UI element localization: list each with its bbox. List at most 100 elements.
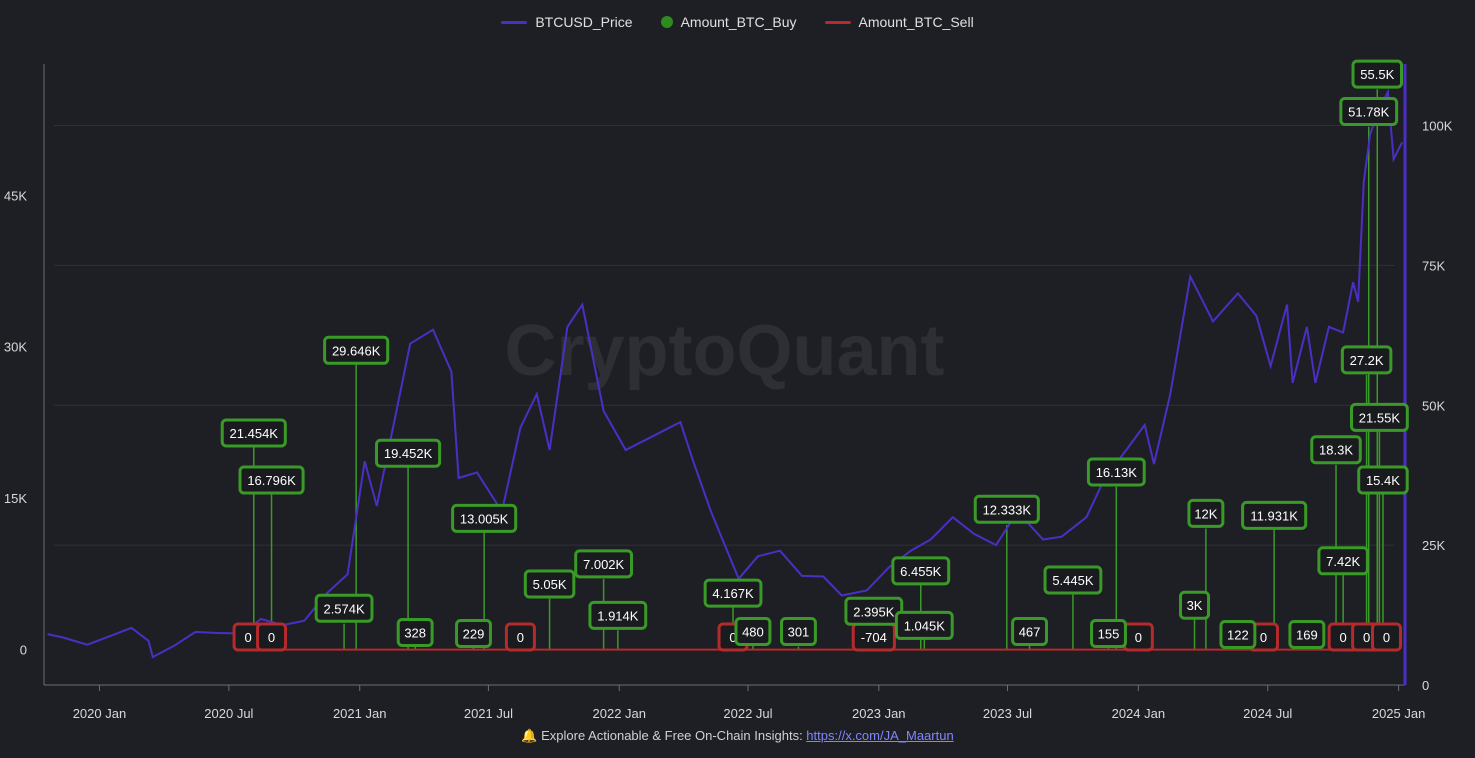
- buy-label-8-box: [523, 569, 576, 599]
- sell-label-2: 0: [517, 630, 524, 645]
- buy-label-29: 27.2K: [1350, 353, 1384, 368]
- footer-link[interactable]: https://x.com/JA_Maartun: [806, 728, 954, 743]
- buy-label-32-box: [1350, 402, 1409, 432]
- legend-label-sell: Amount_BTC_Sell: [858, 14, 974, 30]
- sell-label-1-box: [256, 622, 288, 652]
- buy-label-16: 1.045K: [904, 618, 946, 633]
- buy-label-12-box: [734, 616, 772, 646]
- x-tick-label-5: 2022 Jul: [723, 706, 772, 721]
- legend-item-sell[interactable]: Amount_BTC_Sell: [824, 14, 974, 30]
- buy-label-30: 51.78K: [1348, 104, 1390, 119]
- buy-label-19: 5.445K: [1052, 573, 1094, 588]
- buy-label-27: 18.3K: [1319, 443, 1353, 458]
- buy-label-3-box: [323, 335, 390, 365]
- buy-label-8: 5.05K: [533, 577, 567, 592]
- x-tick-label-1: 2020 Jul: [204, 706, 253, 721]
- x-tick-label-10: 2025 Jan: [1372, 706, 1426, 721]
- legend-item-buy[interactable]: Amount_BTC_Buy: [660, 14, 797, 30]
- buy-label-33: 15.4K: [1366, 473, 1400, 488]
- sell-label-6: 0: [1260, 630, 1267, 645]
- left-tick-label-2: 30K: [4, 340, 27, 355]
- buy-label-26: 169: [1296, 628, 1318, 643]
- buy-label-31-box: [1351, 59, 1404, 89]
- buy-label-33-box: [1357, 465, 1409, 495]
- buy-label-12: 480: [742, 624, 764, 639]
- buy-label-15: 6.455K: [900, 564, 942, 579]
- buy-label-18: 467: [1019, 624, 1041, 639]
- left-tick-label-1: 15K: [4, 491, 27, 506]
- buy-label-13-box: [780, 616, 817, 646]
- buy-label-0-box: [220, 418, 287, 448]
- sell-label-9: 0: [1383, 630, 1390, 645]
- buy-label-28-box: [1317, 546, 1369, 576]
- buy-label-7-box: [451, 503, 518, 533]
- right-tick-label-0: 0: [1422, 678, 1429, 693]
- buy-label-11-box: [703, 578, 763, 608]
- buy-label-11: 4.167K: [712, 586, 754, 601]
- buy-label-2-box: [314, 593, 374, 623]
- x-tick-label-3: 2021 Jul: [464, 706, 513, 721]
- buy-label-32: 21.55K: [1359, 410, 1401, 425]
- sell-label-8: 0: [1363, 630, 1370, 645]
- legend-swatch-sell: [824, 20, 851, 24]
- buy-label-13: 301: [788, 624, 810, 639]
- legend-label-buy: Amount_BTC_Buy: [680, 14, 797, 30]
- legend-label-price: BTCUSD_Price: [535, 14, 633, 30]
- sell-label-0: 0: [244, 630, 251, 645]
- buy-label-1-box: [238, 465, 305, 495]
- right-tick-label-1: 25K: [1422, 538, 1445, 553]
- buy-label-4-box: [375, 438, 442, 468]
- left-tick-label-3: 45K: [4, 188, 27, 203]
- buy-label-31: 55.5K: [1360, 67, 1394, 82]
- buy-label-23: 12K: [1194, 506, 1217, 521]
- buy-label-24: 122: [1227, 628, 1249, 643]
- sell-label-5: 0: [1135, 630, 1142, 645]
- buy-label-9-box: [574, 549, 634, 579]
- buy-label-19-box: [1043, 565, 1103, 595]
- buy-label-5-box: [396, 617, 434, 647]
- buy-label-4: 19.452K: [384, 446, 433, 461]
- buy-label-26-box: [1288, 620, 1326, 650]
- sell-label-9-box: [1371, 622, 1403, 652]
- footer: 🔔 Explore Actionable & Free On-Chain Ins…: [0, 728, 1475, 744]
- sell-label-3: 0: [729, 630, 736, 645]
- buy-label-14: 2.395K: [853, 604, 895, 619]
- legend-swatch-price: [501, 20, 528, 24]
- legend-swatch-buy: [660, 16, 673, 28]
- buy-label-24-box: [1219, 620, 1257, 650]
- buy-label-20-box: [1090, 619, 1127, 649]
- x-tick-label-4: 2022 Jan: [593, 706, 647, 721]
- buy-label-22-box: [1179, 590, 1211, 620]
- x-tick-label-9: 2024 Jul: [1243, 706, 1292, 721]
- buy-label-17-box: [973, 494, 1040, 524]
- buy-label-30-box: [1339, 96, 1399, 126]
- buy-label-22: 3K: [1187, 598, 1203, 613]
- buy-label-3: 29.646K: [332, 343, 381, 358]
- sell-label-4: -704: [861, 630, 887, 645]
- buy-label-6-box: [455, 619, 492, 649]
- buy-label-25-box: [1241, 500, 1308, 530]
- footer-text: Explore Actionable & Free On-Chain Insig…: [541, 728, 807, 743]
- buy-label-21: 16.13K: [1096, 465, 1138, 480]
- buy-label-0: 21.454K: [230, 426, 279, 441]
- left-tick-label-0: 0: [20, 643, 27, 658]
- price-series-line: [47, 88, 1404, 659]
- x-tick-label-7: 2023 Jul: [983, 706, 1032, 721]
- x-tick-label-8: 2024 Jan: [1112, 706, 1166, 721]
- x-tick-label-0: 2020 Jan: [73, 706, 127, 721]
- buy-label-1: 16.796K: [247, 473, 296, 488]
- buy-label-10: 1.914K: [597, 608, 639, 623]
- buy-label-28: 7.42K: [1326, 554, 1360, 569]
- buy-label-27-box: [1310, 435, 1362, 465]
- sell-label-1: 0: [268, 630, 275, 645]
- buy-label-7: 13.005K: [460, 511, 509, 526]
- buy-label-6: 229: [463, 627, 485, 642]
- buy-label-18-box: [1011, 616, 1049, 646]
- sell-label-7: 0: [1340, 630, 1347, 645]
- buy-label-23-box: [1187, 498, 1225, 528]
- buy-label-16-box: [894, 610, 954, 640]
- legend-item-price[interactable]: BTCUSD_Price: [501, 14, 633, 30]
- bell-icon: 🔔: [521, 728, 538, 743]
- right-tick-label-2: 50K: [1422, 398, 1445, 413]
